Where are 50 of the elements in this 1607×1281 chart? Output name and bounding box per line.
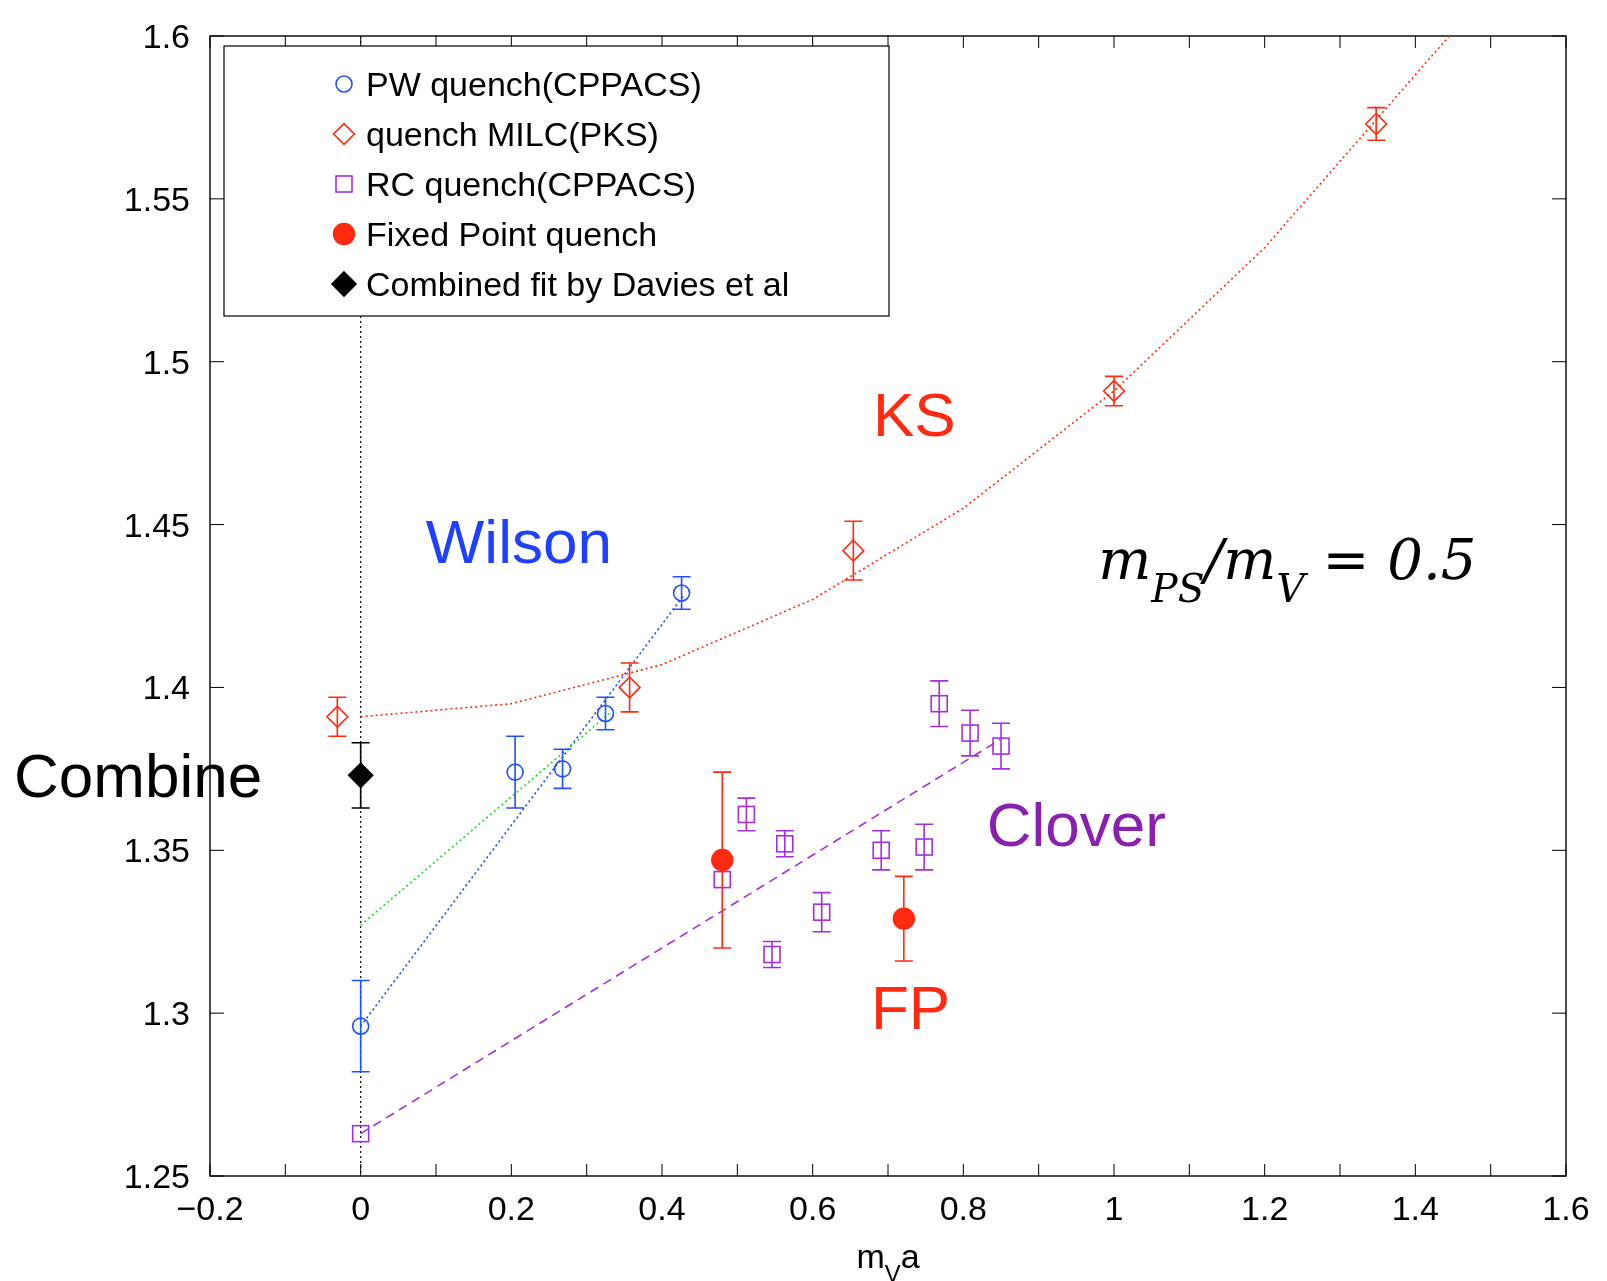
- point: [992, 737, 1010, 755]
- point: [596, 704, 615, 723]
- annotation: Wilson: [425, 506, 612, 576]
- point: [915, 838, 933, 856]
- point: [672, 584, 691, 602]
- point: [775, 834, 794, 853]
- point: [872, 841, 891, 860]
- point: [737, 805, 756, 824]
- point: [347, 762, 374, 789]
- x-tick-label: 1.2: [1241, 1189, 1289, 1227]
- legend-label: Combined fit by Davies et al: [366, 265, 790, 303]
- point: [930, 694, 949, 713]
- point: [892, 907, 916, 930]
- point: [711, 848, 734, 872]
- annotation: m$_{PS}$/m$_{V}$ = 0.5: [1098, 527, 1477, 611]
- point: [713, 870, 732, 889]
- point: [553, 760, 572, 778]
- annotation: KS: [873, 379, 956, 449]
- x-tick-label: 0.4: [638, 1189, 686, 1227]
- legend-label: Fixed Point quench: [366, 215, 658, 253]
- point: [351, 1124, 370, 1143]
- point: [842, 539, 865, 562]
- x-tick-label: 0.8: [939, 1189, 987, 1227]
- point: [763, 945, 781, 964]
- x-tick-label: 1.4: [1391, 1189, 1439, 1227]
- x-tick-label: 0.2: [487, 1189, 535, 1227]
- y-tick-label: 1.45: [123, 505, 190, 544]
- point: [506, 763, 524, 781]
- legend-label: RC quench(CPPACS): [366, 165, 697, 203]
- y-tick-label: 1.3: [142, 994, 190, 1033]
- point: [351, 1017, 370, 1035]
- point: [812, 903, 831, 921]
- legend-label: quench MILC(PKS): [366, 115, 659, 153]
- point: [1364, 112, 1388, 136]
- y-tick-label: 1.35: [123, 831, 190, 870]
- x-tick-label: 0.6: [789, 1189, 837, 1227]
- x-tick-label: 0: [351, 1189, 371, 1227]
- point: [618, 676, 641, 699]
- x-tick-label: 1: [1104, 1189, 1124, 1227]
- annotation: FP: [870, 972, 951, 1042]
- point: [961, 724, 979, 742]
- annotation: Clover: [986, 790, 1166, 860]
- y-tick-label: 1.4: [142, 668, 190, 707]
- legend-label: PW quench(CPPACS): [366, 65, 702, 103]
- y-tick-label: 1.5: [142, 342, 190, 381]
- x-axis-title: m$_{V}$a: [856, 1237, 920, 1281]
- point: [326, 705, 349, 728]
- y-tick-label: 1.6: [142, 17, 190, 55]
- y-tick-label: 1.55: [123, 179, 190, 218]
- x-tick-label: 1.6: [1542, 1189, 1590, 1227]
